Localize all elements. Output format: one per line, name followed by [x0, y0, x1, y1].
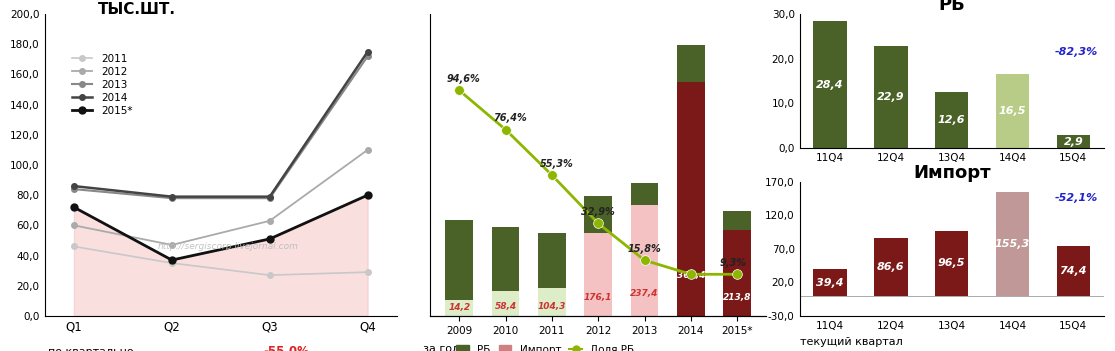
Text: 58,4: 58,4	[495, 302, 516, 311]
Bar	[813, 269, 846, 296]
Text: 74,4: 74,4	[1059, 266, 1087, 276]
Text: 55,3%: 55,3%	[540, 159, 573, 168]
Text: 28,4: 28,4	[816, 80, 844, 90]
Bar	[1057, 246, 1090, 296]
Text: -55,0%: -55,0%	[263, 345, 309, 351]
Text: 16,5: 16,5	[999, 106, 1026, 116]
Bar	[813, 21, 846, 148]
Bar	[539, 288, 565, 316]
Bar	[1057, 135, 1090, 148]
Text: за год: за год	[424, 344, 460, 351]
Text: 213,8: 213,8	[723, 293, 752, 302]
Bar	[996, 74, 1029, 148]
Text: 22,9: 22,9	[878, 92, 904, 102]
Text: 237,4: 237,4	[630, 289, 659, 298]
Bar	[492, 291, 520, 316]
Title: Импорт: Импорт	[913, 164, 990, 182]
Bar	[539, 233, 565, 288]
Text: 94,6%: 94,6%	[447, 74, 481, 84]
Bar	[996, 192, 1029, 296]
Text: 12,6: 12,6	[938, 115, 966, 125]
Text: 155,3: 155,3	[995, 239, 1030, 249]
Text: 2,9: 2,9	[1064, 137, 1083, 147]
Text: 176,1: 176,1	[584, 293, 612, 302]
Text: ТЫС.ШТ.: ТЫС.ШТ.	[97, 2, 175, 17]
Text: http://sergiscorp.livejornal.com: http://sergiscorp.livejornal.com	[157, 243, 298, 251]
Bar	[492, 227, 520, 291]
Text: 104,3: 104,3	[537, 302, 566, 311]
Legend: 2011, 2012, 2013, 2014, 2015*: 2011, 2012, 2013, 2014, 2015*	[67, 49, 136, 120]
Bar	[935, 231, 969, 296]
Text: 96,5: 96,5	[938, 258, 966, 269]
Text: 362,4: 362,4	[677, 271, 705, 279]
Bar	[677, 45, 705, 82]
Text: текущий квартал: текущий квартал	[799, 337, 902, 347]
Bar	[724, 230, 752, 316]
Bar	[631, 205, 659, 316]
Bar	[874, 238, 908, 296]
Bar	[677, 82, 705, 316]
Title: РБ: РБ	[939, 0, 966, 14]
Text: -52,1%: -52,1%	[1055, 193, 1098, 203]
Bar	[584, 233, 612, 316]
Text: 15,8%: 15,8%	[628, 244, 661, 254]
Bar	[445, 220, 473, 300]
Bar	[631, 184, 659, 205]
Text: -82,3%: -82,3%	[1055, 47, 1098, 57]
Text: по квартально: по квартально	[48, 347, 134, 351]
Bar	[445, 300, 473, 316]
Bar	[935, 92, 969, 148]
Text: 14,2: 14,2	[448, 303, 471, 312]
Bar	[724, 211, 752, 230]
Text: 39,4: 39,4	[816, 278, 844, 287]
Bar	[584, 196, 612, 233]
Legend: РБ, Импорт, Доля РБ: РБ, Импорт, Доля РБ	[452, 340, 639, 351]
Bar	[874, 46, 908, 148]
Text: 9,3%: 9,3%	[719, 258, 746, 268]
Text: 86,6: 86,6	[878, 262, 904, 272]
Text: 76,4%: 76,4%	[493, 113, 527, 123]
Text: 32,9%: 32,9%	[581, 207, 615, 217]
